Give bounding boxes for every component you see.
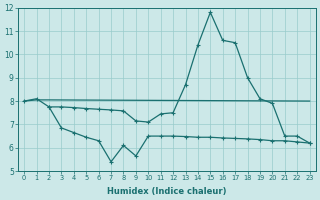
X-axis label: Humidex (Indice chaleur): Humidex (Indice chaleur): [107, 187, 227, 196]
